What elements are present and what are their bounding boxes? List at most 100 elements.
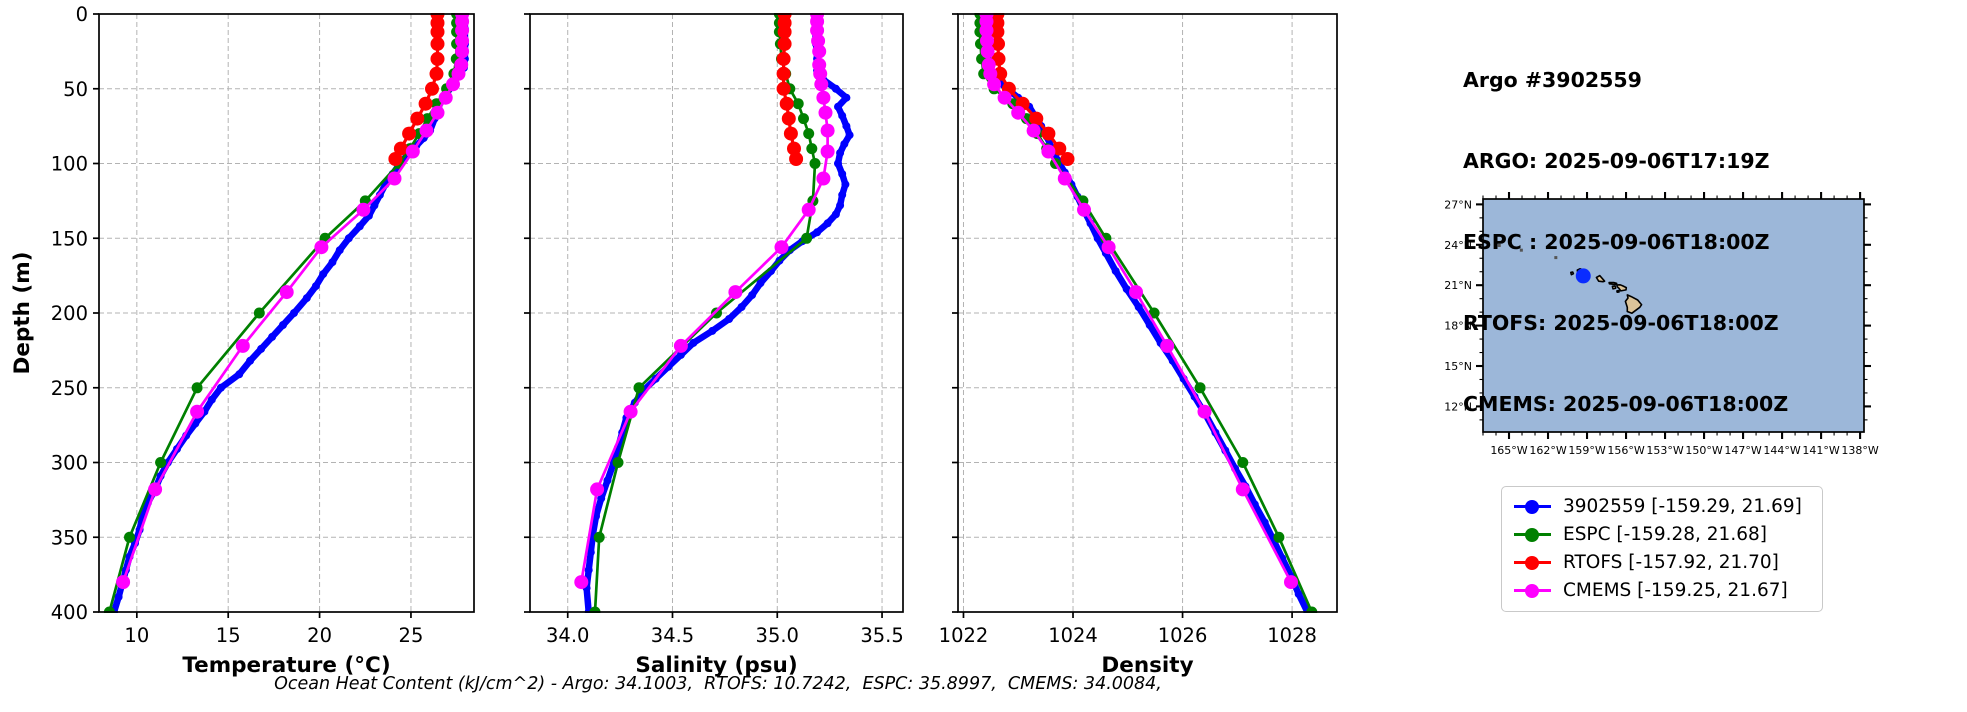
argo-marker xyxy=(586,548,595,557)
argo-marker xyxy=(838,111,847,120)
espc-marker xyxy=(421,113,433,125)
cmems-marker xyxy=(1041,144,1056,159)
argo-line-swatch xyxy=(1514,499,1551,514)
cmems-marker xyxy=(1077,202,1091,217)
argo-marker xyxy=(831,210,840,219)
cmems-marker xyxy=(446,77,460,92)
rtofs-marker xyxy=(430,51,445,66)
rtofs-marker xyxy=(393,141,408,156)
argo-marker xyxy=(216,383,225,392)
argo-marker xyxy=(344,234,353,243)
espc-marker xyxy=(1237,457,1249,468)
rtofs-marker xyxy=(777,24,792,39)
rtofs-marker xyxy=(1052,141,1067,156)
espc-marker xyxy=(155,457,167,468)
x-tick-label: 1026 xyxy=(1158,624,1208,647)
cmems-marker xyxy=(820,123,835,138)
espc-marker xyxy=(1148,307,1160,319)
rtofs-timestamp: RTOFS: 2025-09-06T18:00Z xyxy=(1463,311,1779,335)
argo-marker xyxy=(328,258,337,267)
espc-marker xyxy=(593,531,605,543)
temperature-plot: 10 15 20 25050100150200250300350400Temperat… xyxy=(10,3,475,678)
depth-tick-label: 250 xyxy=(51,377,88,400)
cmems-marker xyxy=(813,66,828,81)
cmems-marker xyxy=(387,171,402,186)
map-lon-label: 159°W xyxy=(1568,444,1605,457)
rtofs-salinity-series xyxy=(776,13,804,166)
rtofs-marker xyxy=(776,51,791,66)
island-niihau xyxy=(1570,271,1575,276)
figure-title: Argo #3902559 xyxy=(1463,68,1642,92)
legend-item-espc: ESPC [-159.28, 21.68] xyxy=(1514,524,1802,545)
argo-marker xyxy=(737,303,746,311)
x-tick-label: 1028 xyxy=(1267,624,1317,647)
argo-marker xyxy=(597,494,606,503)
cmems-marker xyxy=(455,33,470,48)
argo-marker xyxy=(836,201,845,210)
cmems-marker xyxy=(801,202,816,217)
argo-marker xyxy=(838,190,847,199)
float-position-marker xyxy=(1575,268,1591,284)
legend-label-cmems: CMEMS [-159.25, 21.67] xyxy=(1563,580,1788,601)
map-ocean xyxy=(1483,199,1864,432)
espc-marker xyxy=(801,232,813,244)
location-map: 165°W 162°W 159°W 156°W 153°W 150°W 147°W 144°W… xyxy=(1444,192,1879,457)
rtofs-marker xyxy=(779,96,794,111)
argo-marker xyxy=(290,309,298,317)
map-lon-label: 144°W xyxy=(1763,444,1800,457)
cmems-marker xyxy=(1129,285,1143,300)
cmems-timestamp: CMEMS: 2025-09-06T18:00Z xyxy=(1463,392,1789,416)
legend-item-rtofs: RTOFS [-157.92, 21.70] xyxy=(1514,552,1802,573)
map-lon-label: 162°W xyxy=(1529,444,1566,457)
depth-tick-label: 400 xyxy=(51,601,88,624)
rtofs-marker xyxy=(783,126,798,141)
argo-marker xyxy=(268,332,277,341)
rtofs-marker xyxy=(776,66,791,81)
depth-tick-label: 150 xyxy=(51,227,88,250)
x-tick-label: 15 xyxy=(216,624,241,647)
rtofs-marker xyxy=(429,66,444,81)
cmems-marker xyxy=(1101,240,1116,255)
cmems-marker xyxy=(728,285,743,300)
salinity-axis-label: Salinity (psu) xyxy=(635,653,797,678)
argo-marker xyxy=(748,291,757,300)
rtofs-marker xyxy=(1029,111,1044,126)
depth-tick-label: 0 xyxy=(76,3,88,26)
argo-marker xyxy=(335,246,344,255)
x-tick-label: 10 xyxy=(124,624,149,647)
espc-marker xyxy=(191,382,203,394)
cmems-marker xyxy=(980,44,995,59)
islet-speck xyxy=(1497,243,1501,247)
cmems-marker xyxy=(455,23,470,38)
argo-marker xyxy=(756,279,765,288)
cmems-marker xyxy=(419,123,434,138)
legend-item-cmems: CMEMS [-159.25, 21.67] xyxy=(1514,580,1802,601)
map-lon-label: 138°W xyxy=(1841,444,1878,457)
argo-marker xyxy=(842,122,851,131)
argo-marker xyxy=(1093,234,1102,243)
argo-marker xyxy=(838,170,847,178)
legend-box: 3902559 [-159.29, 21.69] ESPC [-159.28, … xyxy=(1501,486,1823,612)
map-lon-label: 150°W xyxy=(1685,444,1722,457)
argo-marker xyxy=(689,338,698,347)
argo-marker xyxy=(836,149,845,157)
espc-timestamp: ESPC : 2025-09-06T18:00Z xyxy=(1463,230,1770,254)
argo-marker xyxy=(279,321,287,329)
cmems-marker xyxy=(980,33,994,48)
islet-speck xyxy=(1519,248,1523,252)
rtofs-marker xyxy=(789,152,804,166)
cmems-marker xyxy=(811,33,826,48)
depth-tick-label: 100 xyxy=(51,153,88,176)
argo-marker xyxy=(257,344,266,353)
argo-marker xyxy=(725,315,734,323)
argo-marker xyxy=(813,228,822,237)
rtofs-marker xyxy=(1041,126,1056,141)
map-lon-label: 156°W xyxy=(1607,444,1644,457)
cmems-marker xyxy=(1235,482,1250,497)
argo-marker xyxy=(708,326,717,335)
map-lat-label: 24°N xyxy=(1444,239,1472,252)
map-lat-label: 15°N xyxy=(1444,360,1472,373)
map-lon-label: 147°W xyxy=(1724,444,1761,457)
argo-marker xyxy=(1145,321,1154,329)
rtofs-marker xyxy=(777,36,792,51)
